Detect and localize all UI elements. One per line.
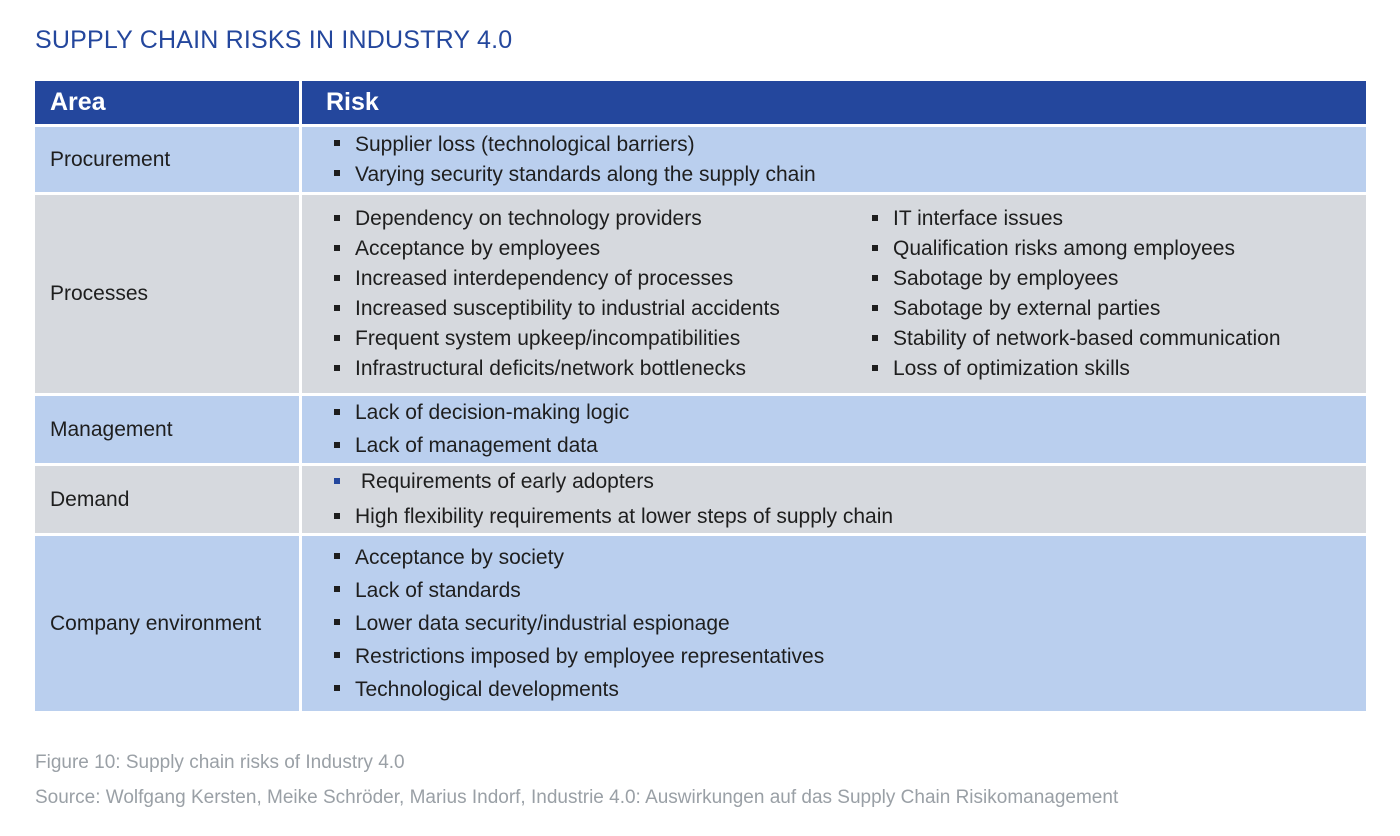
bullet-square-icon	[334, 553, 340, 559]
risk-cell: Requirements of early adopters High flex…	[302, 466, 1366, 533]
risk-item: Qualification risks among employees	[872, 237, 1281, 261]
bullet-square-icon	[872, 274, 878, 281]
figure-caption: Figure 10: Supply chain risks of Industr…	[35, 752, 405, 773]
bullet-square-icon	[334, 170, 340, 176]
header-area: Area	[35, 81, 299, 124]
table-row: Company environment Acceptance by societ…	[35, 536, 1366, 711]
risk-cell: Acceptance by society Lack of standards …	[302, 536, 1366, 711]
risk-item: Dependency on technology providers	[334, 207, 872, 231]
risk-item: Infrastructural deficits/network bottlen…	[334, 357, 872, 381]
risk-item: IT interface issues	[872, 207, 1281, 231]
bullet-square-icon	[334, 586, 340, 592]
risk-cell: Supplier loss (technological barriers) V…	[302, 127, 1366, 192]
risk-item: Lower data security/industrial espionage	[334, 612, 1366, 636]
risk-item: Sabotage by employees	[872, 267, 1281, 291]
risk-item: Acceptance by employees	[334, 237, 872, 261]
risk-column-1: Dependency on technology providers Accep…	[334, 207, 872, 381]
risk-cell: Lack of decision-making logic Lack of ma…	[302, 396, 1366, 463]
table-row: Procurement Supplier loss (technological…	[35, 127, 1366, 192]
table-row: Processes Dependency on technology provi…	[35, 195, 1366, 393]
header-risk: Risk	[302, 81, 1366, 124]
risk-item: Increased interdependency of processes	[334, 267, 872, 291]
area-cell: Company environment	[35, 536, 299, 711]
risk-item: Supplier loss (technological barriers)	[334, 133, 1366, 157]
bullet-square-icon	[334, 304, 340, 311]
risk-item: Lack of decision-making logic	[334, 401, 1366, 425]
table-row: Management Lack of decision-making logic…	[35, 396, 1366, 463]
risk-column-2: IT interface issues Qualification risks …	[872, 207, 1281, 381]
area-cell: Processes	[35, 195, 299, 393]
risk-columns: Dependency on technology providers Accep…	[334, 207, 1366, 381]
bullet-square-icon	[334, 477, 340, 484]
table-row: Demand Requirements of early adopters Hi…	[35, 466, 1366, 533]
bullet-square-icon	[872, 214, 878, 221]
bullet-square-icon	[872, 334, 878, 341]
bullet-square-icon	[334, 619, 340, 625]
bullet-square-icon	[334, 214, 340, 221]
risk-item: Acceptance by society	[334, 546, 1366, 570]
risk-item: Frequent system upkeep/incompatibilities	[334, 327, 872, 351]
risk-item: Increased susceptibility to industrial a…	[334, 297, 872, 321]
risk-item: Requirements of early adopters	[334, 470, 1366, 494]
risk-item: Varying security standards along the sup…	[334, 163, 1366, 187]
risk-item: Stability of network-based communication	[872, 327, 1281, 351]
area-cell: Management	[35, 396, 299, 463]
bullet-square-icon	[872, 244, 878, 251]
risk-item: High flexibility requirements at lower s…	[334, 505, 1366, 529]
bullet-square-icon	[334, 334, 340, 341]
bullet-square-icon	[334, 652, 340, 658]
bullet-square-icon	[334, 685, 340, 691]
bullet-square-icon	[334, 244, 340, 251]
area-cell: Demand	[35, 466, 299, 533]
risk-table: Area Risk Procurement Supplier loss (tec…	[35, 81, 1366, 711]
risk-item: Loss of optimization skills	[872, 357, 1281, 381]
bullet-square-icon	[334, 512, 340, 519]
source-caption: Source: Wolfgang Kersten, Meike Schröder…	[35, 787, 1119, 808]
risk-item: Restrictions imposed by employee represe…	[334, 645, 1366, 669]
bullet-square-icon	[334, 441, 340, 448]
page-title: SUPPLY CHAIN RISKS IN INDUSTRY 4.0	[35, 26, 513, 54]
bullet-square-icon	[872, 364, 878, 371]
area-cell: Procurement	[35, 127, 299, 192]
bullet-square-icon	[334, 408, 340, 415]
risk-item: Technological developments	[334, 678, 1366, 702]
risk-item: Lack of management data	[334, 434, 1366, 458]
risk-cell: Dependency on technology providers Accep…	[302, 195, 1366, 393]
table-header-row: Area Risk	[35, 81, 1366, 124]
bullet-square-icon	[334, 364, 340, 371]
risk-item: Sabotage by external parties	[872, 297, 1281, 321]
bullet-square-icon	[872, 304, 878, 311]
bullet-square-icon	[334, 274, 340, 281]
risk-item: Lack of standards	[334, 579, 1366, 603]
bullet-square-icon	[334, 140, 340, 146]
